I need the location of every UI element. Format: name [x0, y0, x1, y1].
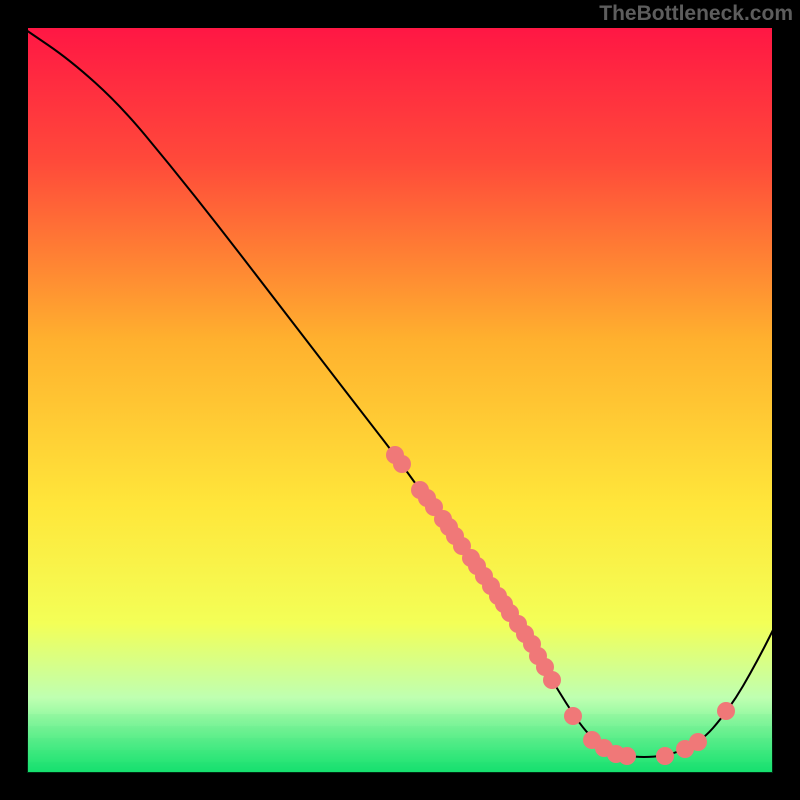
chart-overlay	[0, 0, 800, 800]
watermark-label: TheBottleneck.com	[599, 2, 793, 26]
data-marker	[618, 747, 636, 765]
data-marker	[543, 671, 561, 689]
data-marker	[656, 747, 674, 765]
data-marker	[717, 702, 735, 720]
data-marker	[564, 707, 582, 725]
chart-container: TheBottleneck.com	[0, 0, 800, 800]
bottleneck-curve	[26, 30, 774, 757]
data-marker	[689, 733, 707, 751]
data-marker	[393, 455, 411, 473]
